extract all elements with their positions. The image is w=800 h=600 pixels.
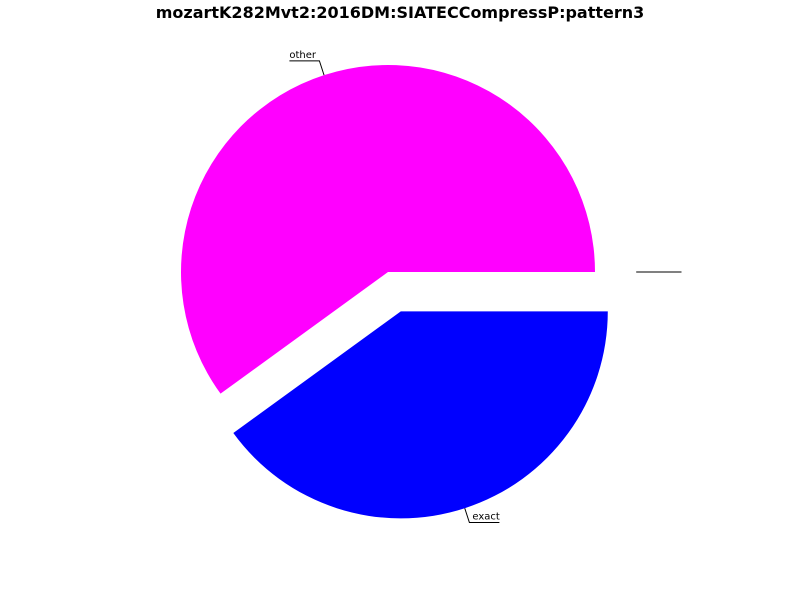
pie-label-other: other — [289, 50, 317, 61]
pie-label-exact: exact — [472, 512, 500, 523]
pie-slice-exact — [233, 311, 608, 519]
leader-line-exact — [464, 508, 500, 524]
chart-title: mozartK282Mvt2:2016DM:SIATECCompressP:pa… — [155, 3, 645, 22]
leader-line-other — [289, 60, 325, 76]
pie-slice-other — [180, 64, 595, 394]
